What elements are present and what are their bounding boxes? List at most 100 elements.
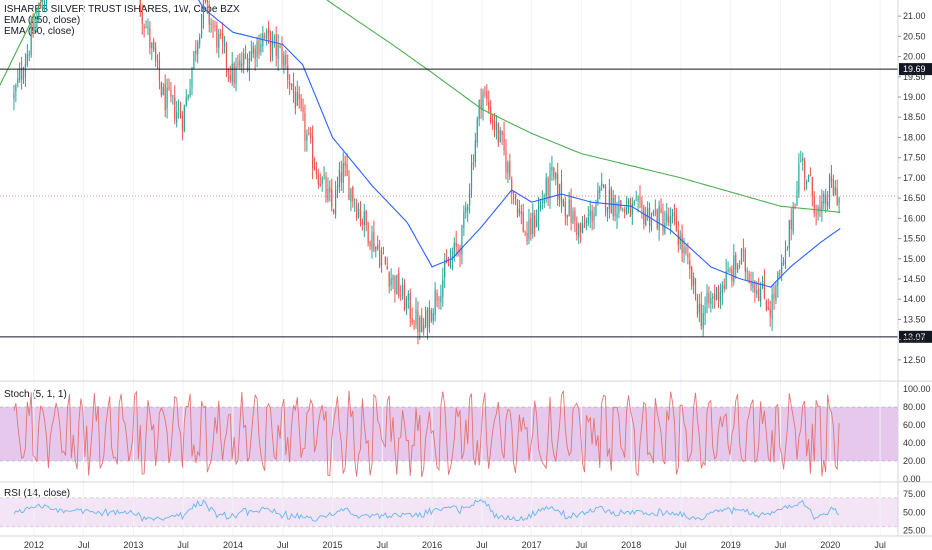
candle-body bbox=[382, 252, 385, 255]
candle-body bbox=[373, 231, 375, 251]
candle-body bbox=[534, 215, 536, 229]
candle-body bbox=[421, 316, 423, 333]
y-tick-label: 15.50 bbox=[903, 234, 926, 244]
candle-body bbox=[313, 166, 316, 170]
candle-body bbox=[432, 313, 434, 321]
candle-body bbox=[566, 214, 568, 219]
candle-body bbox=[622, 208, 624, 210]
candle-body bbox=[160, 82, 162, 96]
candle-body bbox=[551, 166, 553, 171]
candle-body bbox=[804, 160, 806, 180]
candle-body bbox=[798, 163, 800, 194]
candle-body bbox=[704, 306, 706, 315]
candle-body bbox=[591, 210, 593, 222]
stoch-tick-label: 80.00 bbox=[903, 402, 926, 412]
candle-body bbox=[348, 175, 350, 200]
candle-body bbox=[42, 6, 44, 11]
candle-body bbox=[578, 224, 580, 238]
candle-body bbox=[794, 205, 796, 207]
candle-body bbox=[312, 136, 314, 168]
candle-body bbox=[465, 207, 467, 213]
candle-body bbox=[252, 46, 254, 54]
candle-body bbox=[290, 83, 293, 87]
candle-body bbox=[294, 91, 296, 109]
y-tick-label: 20.00 bbox=[903, 52, 926, 62]
candle-body bbox=[518, 208, 520, 214]
candle-body bbox=[153, 40, 155, 50]
candle-body bbox=[700, 303, 702, 326]
candle-body bbox=[319, 184, 321, 187]
candle-body bbox=[449, 259, 452, 267]
candle-body bbox=[300, 98, 302, 108]
stoch-tick-label: 100.00 bbox=[903, 384, 931, 394]
candle-body bbox=[717, 288, 720, 300]
candle-body bbox=[760, 288, 762, 303]
candle-body bbox=[522, 211, 524, 232]
candle-body bbox=[197, 42, 199, 55]
candle-body bbox=[834, 187, 836, 195]
candle-body bbox=[530, 218, 532, 235]
candle-body bbox=[277, 45, 279, 59]
candle-body bbox=[260, 44, 262, 52]
x-tick-label: 2017 bbox=[522, 540, 542, 550]
candle-body bbox=[158, 60, 161, 81]
candle-body bbox=[558, 184, 561, 201]
candle-body bbox=[524, 233, 526, 235]
candle-body bbox=[13, 92, 15, 99]
candle-body bbox=[43, 1, 46, 9]
candle-body bbox=[723, 284, 725, 289]
candle-body bbox=[738, 262, 741, 264]
candle-body bbox=[587, 217, 589, 224]
candle-body bbox=[155, 47, 157, 62]
candle-body bbox=[145, 27, 147, 28]
candle-body bbox=[396, 275, 398, 295]
candle-body bbox=[476, 118, 478, 144]
candle-body bbox=[256, 41, 258, 57]
candle-body bbox=[258, 40, 260, 54]
candle-body bbox=[836, 188, 838, 206]
candle-body bbox=[756, 290, 758, 294]
candle-body bbox=[604, 185, 607, 210]
candle-body bbox=[698, 303, 700, 313]
candle-body bbox=[495, 122, 498, 131]
candle-body bbox=[486, 91, 488, 99]
x-tick-label: Jul bbox=[874, 540, 886, 550]
candle-body bbox=[179, 110, 182, 118]
y-tick-label: 18.00 bbox=[903, 132, 926, 142]
candle-body bbox=[809, 173, 811, 177]
candle-body bbox=[36, 16, 38, 28]
candle-body bbox=[176, 112, 178, 123]
candle-body bbox=[825, 194, 827, 205]
candle-body bbox=[336, 185, 339, 191]
candle-body bbox=[296, 91, 298, 106]
candle-body bbox=[838, 198, 840, 203]
candle-body bbox=[612, 197, 614, 217]
candle-body bbox=[725, 270, 727, 290]
candle-body bbox=[331, 189, 333, 208]
candle-body bbox=[208, 4, 210, 25]
candle-body bbox=[832, 178, 834, 196]
candle-body bbox=[827, 200, 829, 207]
candle-body bbox=[474, 140, 476, 163]
candle-body bbox=[727, 269, 729, 272]
candle-body bbox=[281, 47, 283, 65]
candle-body bbox=[633, 202, 635, 205]
candle-body bbox=[38, 7, 40, 19]
candle-body bbox=[748, 273, 750, 283]
x-tick-label: 2018 bbox=[621, 540, 641, 550]
x-tick-label: Jul bbox=[775, 540, 787, 550]
candle-body bbox=[365, 210, 367, 226]
candle-body bbox=[361, 222, 363, 224]
candle-body bbox=[767, 306, 769, 310]
candle-body bbox=[675, 216, 677, 232]
candle-body bbox=[603, 184, 605, 188]
candle-body bbox=[503, 132, 505, 151]
stoch-line bbox=[13, 390, 840, 478]
candle-body bbox=[375, 246, 377, 251]
candle-body bbox=[415, 308, 417, 325]
candle-body bbox=[658, 205, 660, 230]
candle-body bbox=[562, 199, 565, 207]
candle-body bbox=[742, 250, 744, 252]
candle-body bbox=[185, 97, 187, 106]
